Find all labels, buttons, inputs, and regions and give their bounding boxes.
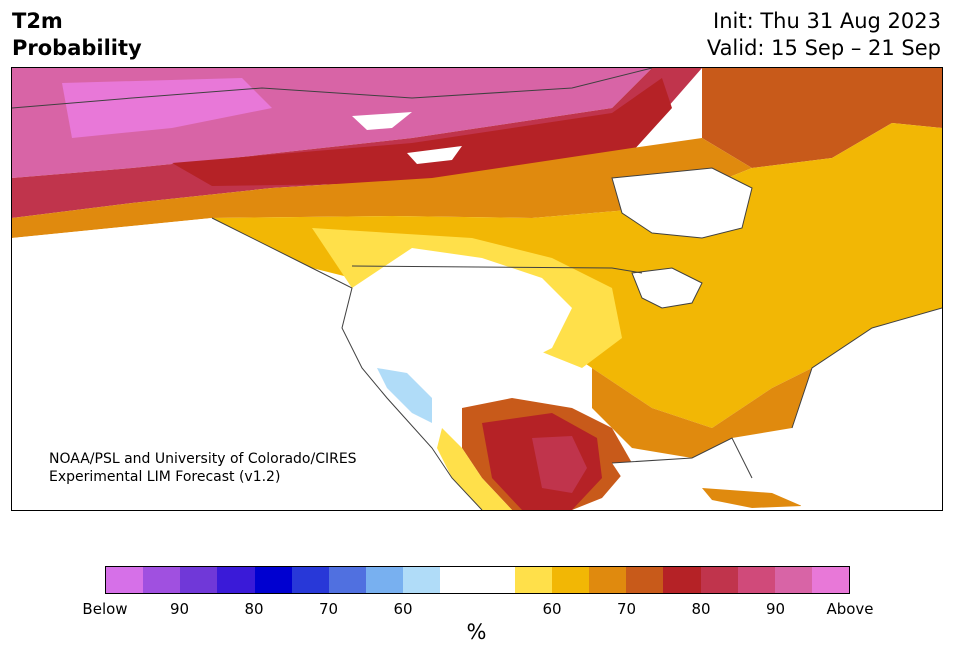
east-coast — [791, 307, 942, 429]
colorbar-segment — [254, 567, 292, 593]
great-bear-lake — [352, 112, 412, 130]
credit-line-2: Experimental LIM Forecast (v1.2) — [49, 469, 281, 485]
colorbar-segment — [180, 567, 218, 593]
region-above-80-red — [172, 78, 672, 186]
pacific-ocean — [12, 218, 482, 510]
colorbar-segment — [774, 567, 812, 593]
colorbar-tick-label: Above — [826, 600, 874, 618]
colorbar-segment — [589, 567, 627, 593]
colorbar-segment — [700, 567, 738, 593]
arctic-coast — [12, 68, 653, 109]
region-above-80-crimson — [12, 68, 702, 218]
great-slave-lake — [407, 146, 462, 164]
colorbar-segment — [403, 567, 441, 593]
colorbar-segment — [217, 567, 255, 593]
us-canada-border — [351, 265, 643, 274]
colorbar-tick-label: 60 — [542, 600, 562, 618]
colorbar — [105, 566, 850, 594]
colorbar-segment — [328, 567, 367, 593]
colorbar-segment — [440, 567, 478, 593]
map-title: T2m Probability — [12, 8, 142, 62]
region-texas-crimson — [532, 436, 587, 493]
forecast-dates: Init: Thu 31 Aug 2023 Valid: 15 Sep – 21… — [707, 8, 941, 62]
coastline — [211, 217, 483, 510]
colorbar-segment — [551, 567, 590, 593]
colorbar-segment — [143, 567, 181, 593]
colorbar-tick-label: 60 — [393, 600, 413, 618]
colorbar-unit-label: % — [466, 620, 487, 644]
colorbar-tick-label: 70 — [318, 600, 339, 618]
region-greenland — [702, 68, 942, 168]
colorbar-tick-label: 80 — [244, 600, 264, 618]
region-above-100 — [62, 78, 272, 138]
colorbar-tick-label: Below — [82, 600, 128, 618]
colorbar-tick-label: 80 — [691, 600, 711, 618]
region-cuba — [702, 488, 802, 508]
colorbar-segment — [477, 567, 515, 593]
data-credit: NOAA/PSL and University of Colorado/CIRE… — [49, 450, 357, 486]
valid-dates: Valid: 15 Sep – 21 Sep — [706, 36, 941, 60]
region-mexico-yellow — [437, 428, 512, 510]
colorbar-segment — [106, 567, 144, 593]
colorbar-segment — [737, 567, 775, 593]
colorbar-segment — [663, 567, 701, 593]
gulf-coast — [611, 437, 753, 479]
colorbar-segment — [366, 567, 404, 593]
colorbar-tick-label: 70 — [616, 600, 637, 618]
credit-line-1: NOAA/PSL and University of Colorado/CIRE… — [49, 451, 357, 467]
colorbar-tick-labels: Below 90 80 70 60 60 70 80 90 Above — [82, 600, 873, 620]
gulf-of-mexico — [612, 438, 752, 488]
region-below-60 — [377, 368, 432, 423]
colorbar-segment — [291, 567, 329, 593]
atlantic-ocean — [792, 308, 942, 510]
title-variable: T2m — [12, 9, 63, 33]
colorbar-segment — [811, 567, 850, 593]
great-lakes — [631, 267, 703, 309]
hudson-bay — [611, 167, 753, 239]
colorbar-tick-label: 90 — [169, 600, 190, 618]
init-date: Init: Thu 31 Aug 2023 — [713, 9, 941, 33]
region-above-70 — [12, 138, 752, 238]
map-panel: NOAA/PSL and University of Colorado/CIRE… — [11, 67, 943, 511]
probability-map — [12, 68, 942, 510]
colorbar-tick-label: 90 — [765, 600, 786, 618]
colorbar-segment — [626, 567, 664, 593]
colorbar-segment — [514, 567, 552, 593]
title-type: Probability — [12, 36, 142, 60]
region-southeast — [592, 368, 812, 458]
